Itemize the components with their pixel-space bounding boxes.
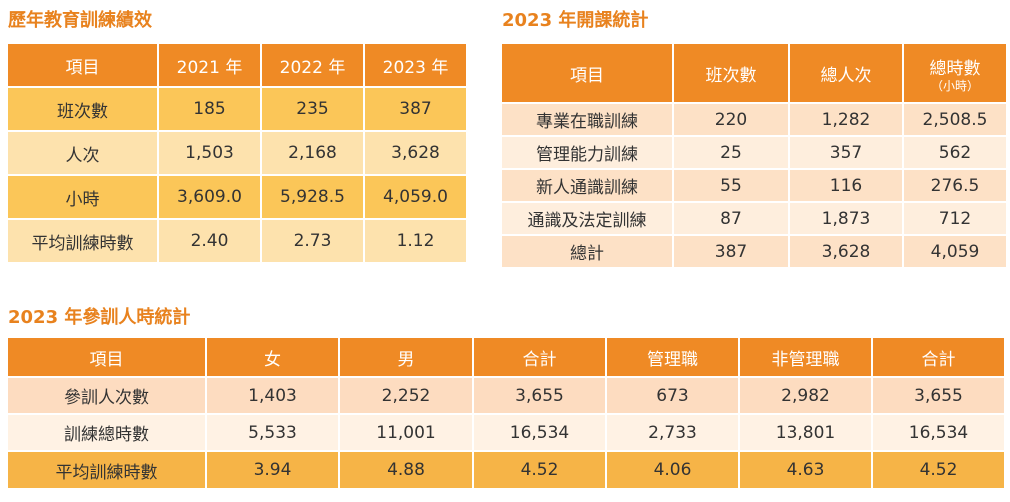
table-row: 新人通識訓練 55 116 276.5 [500,168,1008,203]
header-cell: 班次數 [672,42,790,104]
row-label: 參訓人次數 [6,376,207,415]
table-row: 管理能力訓練 25 357 562 [500,135,1008,170]
row-label: 專業在職訓練 [500,102,674,137]
cell: 673 [605,376,740,415]
header-row: 項目女男合計 管理職 非管理職 合計 [6,336,1006,378]
header-cell: 男 [338,336,474,378]
table-row: 平均訓練時數 3.94 4.88 4.52 4.06 4.63 4.52 [6,450,1006,490]
cell: 562 [902,135,1008,170]
header-cell: 合計 [871,336,1006,378]
cell: 1,503 [157,130,262,176]
data-table: 項目 2021 年 2022 年 2023 年班次數 185 235 387 人次 1,503 2… [6,42,468,264]
table-title: 2023 年參訓人時統計 [8,307,191,328]
table-title: 2023 年開課統計 [502,10,649,31]
cell: 2.73 [260,218,365,264]
cell: 2,508.5 [902,102,1008,137]
header-cell: 項目 [6,336,207,378]
row-label: 人次 [6,130,159,176]
cell: 2,733 [605,413,740,452]
cell: 185 [157,86,262,132]
header-cell: 2023 年 [363,42,468,88]
cell: 25 [672,135,790,170]
cell: 387 [672,234,790,269]
header-cell: 非管理職 [738,336,873,378]
cell: 712 [902,201,1008,236]
cell: 4.52 [871,450,1006,490]
header-cell: 總時數 （小時） [902,42,1008,104]
cell: 4.52 [472,450,607,490]
cell: 4,059.0 [363,174,468,220]
cell: 387 [363,86,468,132]
cell: 2,168 [260,130,365,176]
table-row: 小時 3,609.0 5,928.5 4,059.0 [6,174,468,220]
table-row: 專業在職訓練 220 1,282 2,508.5 [500,102,1008,137]
cell: 2.40 [157,218,262,264]
table-row: 人次 1,503 2,168 3,628 [6,130,468,176]
data-table: 項目 班次數 總人次 總時數 （小時） 專業在職訓練 220 1,282 2,508.5 管理能力… [500,42,1008,269]
cell: 16,534 [472,413,607,452]
cell: 3.94 [205,450,340,490]
cell: 1,403 [205,376,340,415]
cell: 1,873 [788,201,904,236]
row-label: 總計 [500,234,674,269]
row-label: 小時 [6,174,159,220]
cell: 87 [672,201,790,236]
cell: 5,928.5 [260,174,365,220]
cell: 116 [788,168,904,203]
row-label: 通識及法定訓練 [500,201,674,236]
cell: 3,628 [363,130,468,176]
table-title: 歷年教育訓練績效 [8,10,152,31]
cell: 3,655 [472,376,607,415]
cell: 2,982 [738,376,873,415]
header-cell: 女 [205,336,340,378]
header-cell: 2021 年 [157,42,262,88]
cell: 235 [260,86,365,132]
header-cell: 2022 年 [260,42,365,88]
row-label: 班次數 [6,86,159,132]
row-label: 訓練總時數 [6,413,207,452]
cell: 4.06 [605,450,740,490]
cell: 4.63 [738,450,873,490]
cell: 276.5 [902,168,1008,203]
header-cell: 總人次 [788,42,904,104]
cell: 4.88 [338,450,474,490]
header-cell: 項目 [500,42,674,104]
header-row: 項目 班次數 總人次 總時數 （小時） [500,42,1008,104]
header-text: 總時數 [929,58,981,79]
cell: 1,282 [788,102,904,137]
cell: 3,628 [788,234,904,269]
header-cell: 項目 [6,42,159,88]
cell: 357 [788,135,904,170]
header-cell: 合計 [472,336,607,378]
header-row: 項目 2021 年 2022 年 2023 年 [6,42,468,88]
table-row: 總計 387 3,628 4,059 [500,234,1008,269]
cell: 1.12 [363,218,468,264]
cell: 3,609.0 [157,174,262,220]
row-label: 管理能力訓練 [500,135,674,170]
row-label: 平均訓練時數 [6,218,159,264]
cell: 5,533 [205,413,340,452]
cell: 13,801 [738,413,873,452]
cell: 55 [672,168,790,203]
row-label: 新人通識訓練 [500,168,674,203]
row-label: 平均訓練時數 [6,450,207,490]
cell: 220 [672,102,790,137]
table-row: 參訓人次數 1,403 2,252 3,655 673 2,982 3,655 [6,376,1006,415]
table-row: 訓練總時數 5,533 11,001 16,534 2,733 13,801 16,534 [6,413,1006,452]
cell: 4,059 [902,234,1008,269]
table-row: 通識及法定訓練 87 1,873 712 [500,201,1008,236]
cell: 3,655 [871,376,1006,415]
table-row: 平均訓練時數 2.40 2.73 1.12 [6,218,468,264]
header-cell: 管理職 [605,336,740,378]
header-note: （小時） [930,78,979,93]
cell: 2,252 [338,376,474,415]
cell: 16,534 [871,413,1006,452]
table-row: 班次數 185 235 387 [6,86,468,132]
data-table: 項目女男合計 管理職 非管理職 合計 參訓人次數 1,403 2,252 3,655 673 2,… [6,336,1006,490]
cell: 11,001 [338,413,474,452]
